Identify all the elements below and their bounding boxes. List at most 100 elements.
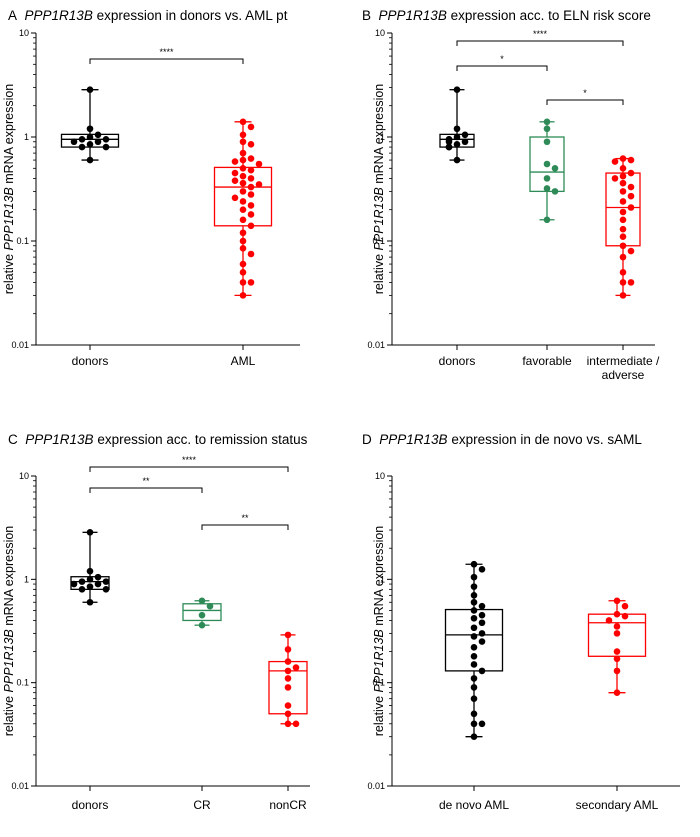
data-point (611, 175, 619, 182)
x-tick-label: AML (231, 354, 256, 368)
group-de-novo-aml: de novo AML (439, 560, 509, 812)
data-point (470, 598, 478, 606)
data-point (247, 141, 255, 148)
data-point (470, 633, 478, 640)
data-point (284, 702, 292, 709)
data-point (284, 646, 292, 653)
data-point (445, 143, 453, 151)
data-point (86, 141, 94, 148)
data-point (94, 573, 102, 581)
panel-d-title-text: expression in de novo vs. sAML (451, 432, 642, 447)
data-point (292, 720, 300, 728)
data-point (255, 181, 263, 188)
data-point (551, 188, 559, 195)
panel-d-title: D PPP1R13B expression in de novo vs. sAM… (362, 432, 642, 447)
data-point (613, 648, 621, 655)
y-tick-label: 0.01 (11, 781, 29, 791)
y-tick-label: 0.1 (372, 236, 385, 246)
data-point (613, 597, 621, 605)
data-point (619, 233, 627, 240)
panel-d-gene: PPP1R13B (379, 432, 448, 447)
data-point (619, 172, 627, 180)
panel-a-title-text: expression in donors vs. AML pt (96, 8, 288, 23)
panel-b-title-text: expression acc. to ELN risk score (450, 8, 651, 23)
data-point (239, 216, 247, 224)
x-tick-label: donors (72, 798, 109, 812)
data-point (206, 602, 214, 610)
data-point (619, 165, 627, 172)
x-tick-label: secondary AML (576, 798, 659, 812)
panel-b-letter: B (362, 8, 372, 23)
data-point (478, 630, 486, 637)
data-point (284, 667, 292, 675)
panel-c-title: C PPP1R13B expression acc. to remission … (8, 432, 307, 447)
panel-b-title: B PPP1R13B expression acc. to ELN risk s… (362, 8, 651, 23)
panel-c-letter: C (8, 432, 18, 447)
data-point (247, 211, 255, 218)
significance-label: ** (241, 513, 249, 523)
y-axis-label-prefix: relative (372, 692, 386, 736)
data-point (231, 158, 239, 165)
y-axis-label-suffix: mRNA expression (2, 526, 16, 630)
x-tick-label: favorable (522, 354, 572, 368)
y-axis-label-suffix: mRNA expression (372, 84, 386, 188)
significance-label: * (583, 88, 587, 98)
data-point (613, 667, 621, 675)
data-point (292, 664, 300, 671)
data-point (627, 183, 635, 191)
data-point (461, 138, 469, 146)
y-axis-label-prefix: relative (2, 250, 16, 294)
data-point (619, 155, 627, 162)
data-point (470, 592, 478, 599)
data-point (619, 216, 627, 224)
y-tick-label: 0.1 (16, 678, 29, 688)
data-point (627, 192, 635, 200)
data-point (102, 143, 110, 151)
x-tick-label: CR (193, 798, 211, 812)
panel-a-gene: PPP1R13B (24, 8, 93, 23)
data-point (247, 166, 255, 174)
significance-bracket: ** (201, 513, 289, 530)
y-tick-label: 0.01 (11, 340, 29, 350)
panel-a-title: A PPP1R13B expression in donors vs. AML … (8, 8, 287, 23)
y-axis-label-gene: PPP1R13B (372, 629, 386, 692)
y-tick-label: 10 (19, 471, 29, 481)
data-point (478, 611, 486, 619)
data-point (470, 652, 478, 660)
data-point (543, 138, 551, 146)
data-point (470, 720, 478, 728)
group-donors: donors (70, 529, 110, 812)
data-point (470, 661, 478, 668)
data-point (78, 578, 86, 585)
data-point (284, 675, 292, 682)
data-point (543, 175, 551, 182)
data-point (86, 133, 94, 141)
data-point (619, 225, 627, 233)
x-tick-label: adverse (602, 368, 645, 382)
data-point (619, 269, 627, 276)
data-point (86, 156, 94, 164)
y-axis-label: relative PPP1R13B mRNA expression (2, 526, 16, 737)
significance-label: **** (159, 47, 174, 57)
data-point (247, 191, 255, 198)
y-axis-label-suffix: mRNA expression (2, 84, 16, 188)
significance-bracket: **** (456, 29, 624, 46)
significance-label: ** (142, 476, 150, 486)
data-point (247, 250, 255, 258)
data-point (198, 621, 206, 629)
data-point (611, 158, 619, 165)
y-axis-label: relative PPP1R13B mRNA expression (2, 84, 16, 295)
data-point (619, 242, 627, 250)
significance-label: **** (533, 29, 548, 39)
data-point (239, 188, 247, 195)
data-point (470, 573, 478, 581)
y-axis-label-gene: PPP1R13B (2, 187, 16, 250)
data-point (613, 689, 621, 696)
data-point (239, 237, 247, 245)
y-axis-label-prefix: relative (2, 692, 16, 736)
data-point (478, 602, 486, 610)
data-point (621, 612, 629, 620)
data-point (613, 630, 621, 637)
data-point (239, 165, 247, 172)
data-point (284, 631, 292, 639)
